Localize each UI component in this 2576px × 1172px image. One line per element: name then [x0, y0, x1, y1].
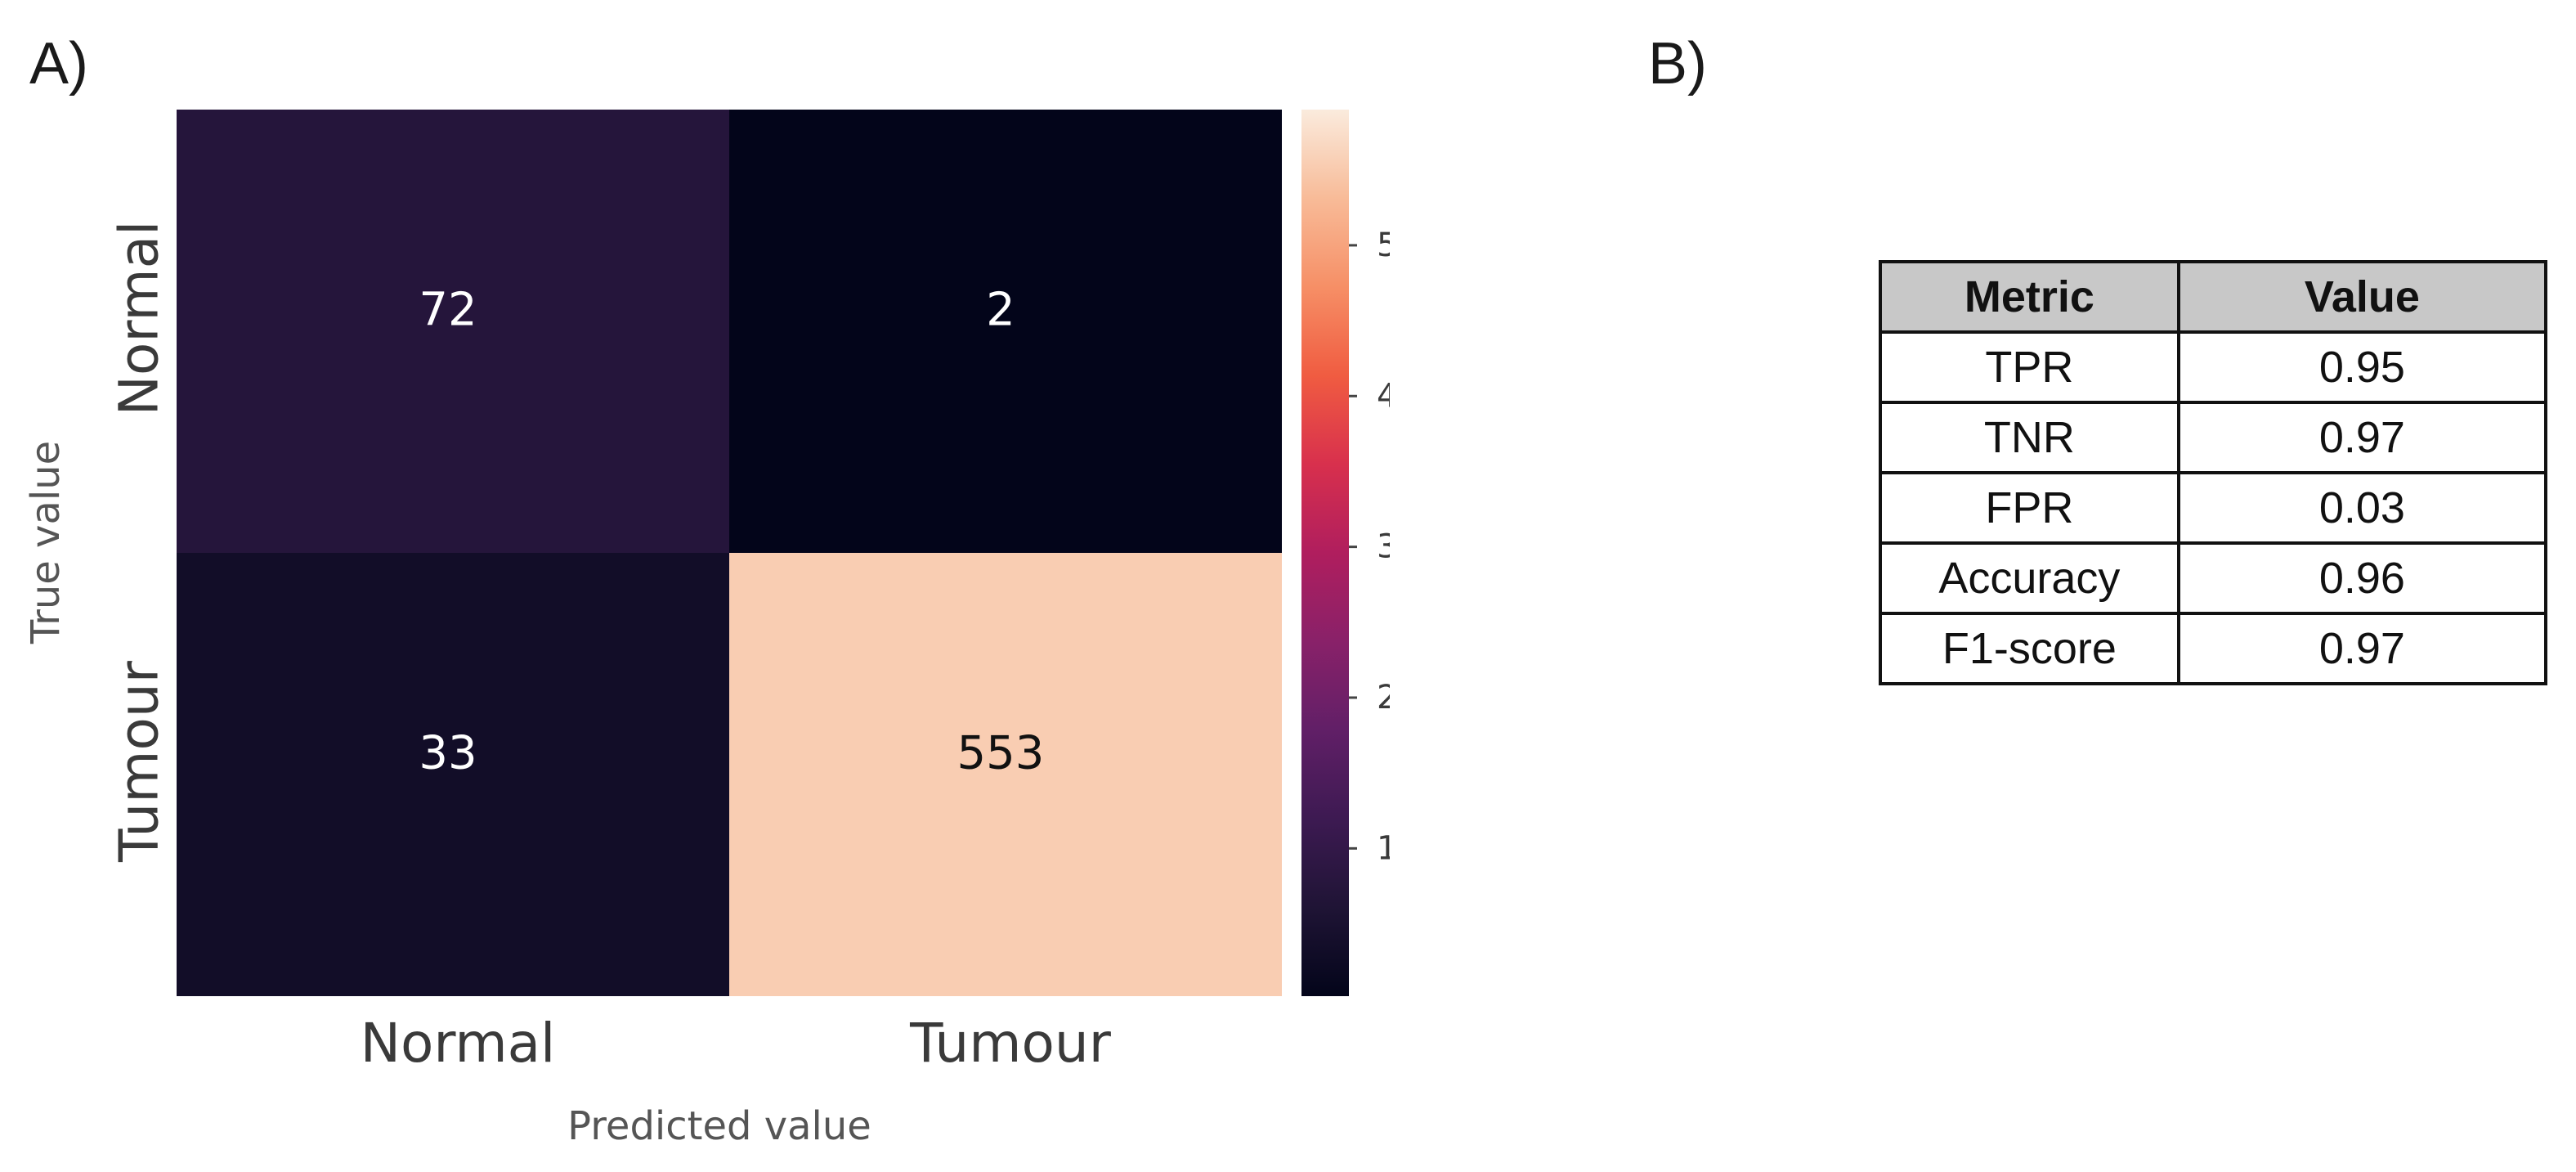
- metrics-table: Metric Value TPR 0.95 TNR 0.97 FPR 0.03 …: [1879, 260, 2548, 685]
- metric-name: TPR: [1879, 330, 2180, 404]
- metric-column-header: Metric: [1879, 260, 2180, 334]
- cell-value-label: 33: [419, 727, 477, 780]
- panel-a-label: A): [29, 31, 88, 97]
- y-tick-label: Tumour: [108, 660, 171, 863]
- colorbar-tick-label: 400: [1377, 377, 1390, 415]
- metric-name: FPR: [1879, 471, 2180, 545]
- metric-name: TNR: [1879, 401, 2180, 474]
- x-tick-label: Normal: [361, 1012, 556, 1075]
- colorbar-tick-label: 100: [1377, 829, 1390, 867]
- colorbar: 100 200 300 400 500: [1301, 110, 1390, 996]
- confusion-matrix-heatmap: 72 2 33 553 Normal Tumour Normal Tumour Predi…: [23, 110, 1390, 1149]
- y-axis-title: True value: [23, 441, 69, 644]
- metrics-header-row: Metric Value: [1879, 260, 2548, 334]
- colorbar-ticks: 100 200 300 400 500: [1349, 227, 1390, 867]
- panel-b-label: B): [1648, 31, 1707, 97]
- table-row: TPR 0.95: [1879, 330, 2548, 404]
- colorbar-tick-label: 200: [1377, 679, 1390, 716]
- x-tick-label: Tumour: [909, 1012, 1112, 1075]
- heatmap-cell: [729, 553, 1282, 996]
- table-row: FPR 0.03: [1879, 471, 2548, 545]
- metric-value: 0.95: [2176, 330, 2548, 404]
- metric-name: Accuracy: [1879, 541, 2180, 615]
- metric-name: F1-score: [1879, 612, 2180, 685]
- metric-value: 0.97: [2176, 612, 2548, 685]
- heatmap-cell: [177, 553, 729, 996]
- colorbar-gradient: [1301, 110, 1349, 996]
- heatmap-cell: [729, 110, 1282, 553]
- cell-value-label: 72: [419, 284, 477, 337]
- table-row: F1-score 0.97: [1879, 612, 2548, 685]
- colorbar-tick-label: 300: [1377, 528, 1390, 566]
- value-column-header: Value: [2176, 260, 2548, 334]
- cell-value-label: 2: [986, 284, 1015, 337]
- heatmap-cell: [177, 110, 729, 553]
- x-axis-title: Predicted value: [567, 1103, 871, 1149]
- metric-value: 0.03: [2176, 471, 2548, 545]
- y-tick-labels: Normal Tumour: [108, 221, 171, 863]
- table-row: TNR 0.97: [1879, 401, 2548, 474]
- metric-value: 0.97: [2176, 401, 2548, 474]
- metric-value: 0.96: [2176, 541, 2548, 615]
- colorbar-tick-label: 500: [1377, 227, 1390, 264]
- heatmap-cells: 72 2 33 553: [177, 110, 1282, 996]
- table-row: Accuracy 0.96: [1879, 541, 2548, 615]
- x-tick-labels: Normal Tumour: [361, 1012, 1112, 1075]
- y-tick-label: Normal: [108, 221, 171, 416]
- cell-value-label: 553: [957, 727, 1045, 780]
